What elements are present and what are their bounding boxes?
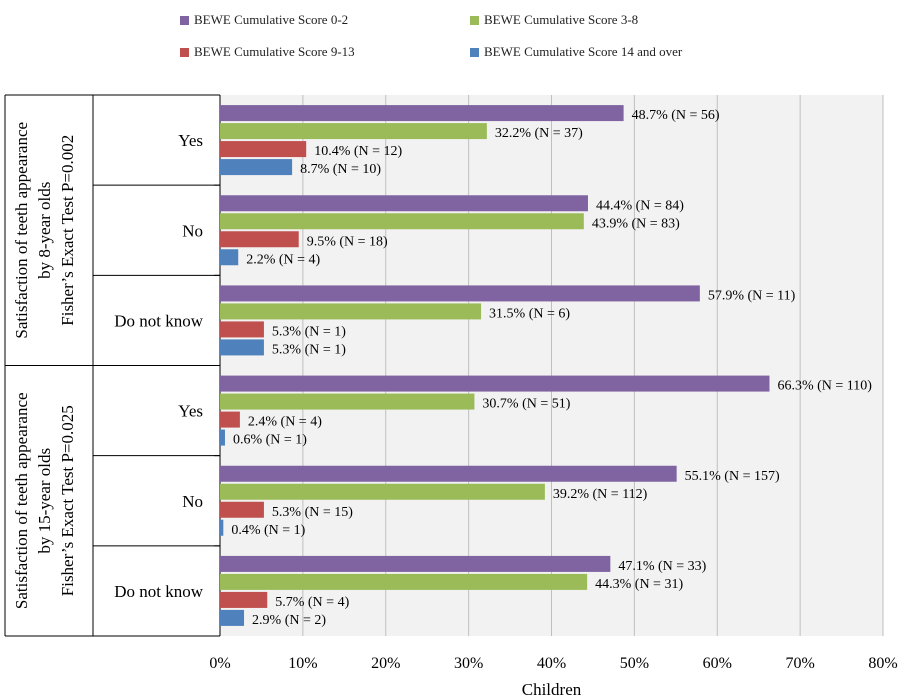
- bar: [220, 231, 299, 248]
- x-tick-label: 70%: [785, 655, 814, 672]
- bar: [220, 393, 475, 410]
- data-label: 32.2% (N = 37): [495, 126, 583, 141]
- group-label: by 15-year olds: [35, 448, 54, 554]
- bar: [220, 555, 611, 572]
- data-label: 2.2% (N = 4): [246, 252, 320, 267]
- data-label: 55.1% (N = 157): [685, 469, 780, 484]
- bar: [220, 609, 245, 626]
- x-tick-label: 30%: [454, 655, 483, 672]
- data-label: 2.9% (N = 2): [252, 613, 326, 628]
- legend-label-score-3-8: BEWE Cumulative Score 3-8: [484, 12, 639, 27]
- legend-swatch-score-9-13: [180, 47, 189, 57]
- data-label: 39.2% (N = 112): [553, 487, 648, 502]
- bar: [220, 429, 225, 446]
- bar: [220, 483, 545, 500]
- x-tick-label: 60%: [703, 655, 732, 672]
- data-label: 0.4% (N = 1): [231, 523, 305, 538]
- bar: [220, 285, 700, 302]
- bar: [220, 591, 268, 608]
- legend-item-score-3-8: BEWE Cumulative Score 3-8: [470, 12, 638, 28]
- data-label: 5.3% (N = 15): [272, 505, 353, 520]
- bar: [220, 195, 588, 212]
- legend-swatch-score-3-8: [470, 15, 479, 25]
- bar: [220, 321, 264, 338]
- data-label: 5.7% (N = 4): [275, 595, 349, 610]
- legend-label-score-0-2: BEWE Cumulative Score 0-2: [194, 12, 349, 27]
- category-label: Do not know: [114, 311, 204, 330]
- bar: [220, 411, 240, 428]
- data-label: 5.3% (N = 1): [272, 342, 346, 357]
- data-label: 48.7% (N = 56): [632, 108, 720, 123]
- bar: [220, 249, 239, 266]
- category-label: Yes: [178, 402, 203, 421]
- x-axis-label: Children: [522, 680, 582, 699]
- legend-label-score-9-13: BEWE Cumulative Score 9-13: [194, 44, 355, 59]
- data-label: 0.6% (N = 1): [233, 433, 307, 448]
- group-label: Fisher’s Exact Test P=0.002: [58, 135, 77, 326]
- data-label: 9.5% (N = 18): [307, 234, 388, 249]
- data-label: 43.9% (N = 83): [592, 216, 680, 231]
- bar: [220, 141, 307, 158]
- bar: [220, 339, 264, 356]
- data-label: 57.9% (N = 11): [708, 288, 796, 303]
- legend-label-score-14-over: BEWE Cumulative Score 14 and over: [484, 44, 683, 59]
- x-tick-label: 0%: [209, 655, 230, 672]
- group-label: Fisher’s Exact Test P=0.025: [58, 405, 77, 596]
- legend-swatch-score-0-2: [180, 15, 189, 25]
- legend-item-score-14-over: BEWE Cumulative Score 14 and over: [470, 44, 682, 60]
- bar: [220, 105, 624, 122]
- data-label: 44.4% (N = 84): [596, 198, 684, 213]
- category-label: Do not know: [114, 582, 204, 601]
- x-tick-label: 20%: [371, 655, 400, 672]
- data-label: 8.7% (N = 10): [300, 162, 381, 177]
- legend: BEWE Cumulative Score 0-2 BEWE Cumulativ…: [180, 8, 820, 66]
- data-label: 5.3% (N = 1): [272, 324, 346, 339]
- bar: [220, 519, 224, 536]
- category-label: No: [182, 492, 203, 511]
- bar: [220, 573, 588, 590]
- bar: [220, 159, 293, 176]
- x-tick-label: 40%: [537, 655, 566, 672]
- bar: [220, 375, 770, 392]
- data-label: 44.3% (N = 31): [595, 577, 683, 592]
- bar: [220, 303, 482, 320]
- group-label: Satisfaction of teeth appearance: [12, 122, 31, 339]
- bar: [220, 465, 677, 482]
- x-tick-label: 50%: [620, 655, 649, 672]
- category-label: Yes: [178, 131, 203, 150]
- data-label: 10.4% (N = 12): [314, 144, 402, 159]
- bar: [220, 501, 264, 518]
- category-label: No: [182, 221, 203, 240]
- bar: [220, 213, 584, 230]
- data-label: 66.3% (N = 110): [777, 379, 872, 394]
- legend-item-score-9-13: BEWE Cumulative Score 9-13: [180, 44, 355, 60]
- group-label: Satisfaction of teeth appearance: [12, 392, 31, 609]
- legend-swatch-score-14-over: [470, 47, 479, 57]
- legend-item-score-0-2: BEWE Cumulative Score 0-2: [180, 12, 348, 28]
- data-label: 2.4% (N = 4): [248, 415, 322, 430]
- data-label: 30.7% (N = 51): [482, 397, 570, 412]
- data-label: 47.1% (N = 33): [618, 559, 706, 574]
- x-tick-label: 80%: [868, 655, 897, 672]
- data-label: 31.5% (N = 6): [489, 306, 570, 321]
- group-label: by 8-year olds: [35, 182, 54, 279]
- x-tick-label: 10%: [288, 655, 317, 672]
- bar: [220, 123, 487, 140]
